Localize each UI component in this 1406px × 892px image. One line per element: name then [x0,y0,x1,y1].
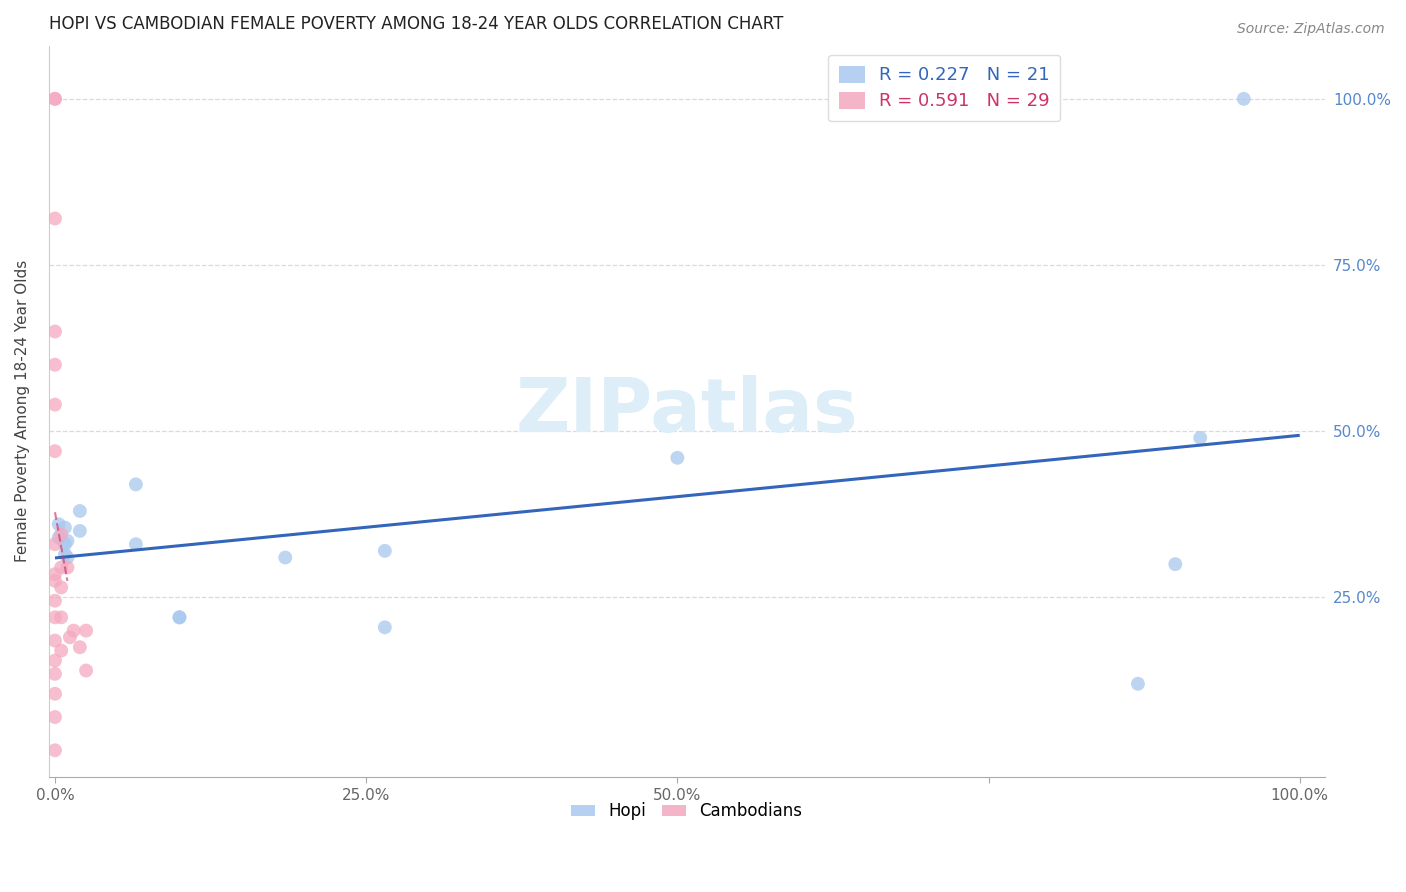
Point [1233,92,1256,106]
Text: Source: ZipAtlas.com: Source: ZipAtlas.com [1237,22,1385,37]
Legend: Hopi, Cambodians: Hopi, Cambodians [565,796,808,827]
Point [51,581,73,595]
Point [125,477,148,491]
Point [51,610,73,624]
Point [44,654,66,668]
Point [44,687,66,701]
Point [1126,677,1149,691]
Point [44,211,66,226]
Point [44,444,66,458]
Point [44,710,66,724]
Point [44,666,66,681]
Point [44,537,66,551]
Point [44,92,66,106]
Point [1189,431,1212,445]
Point [44,325,66,339]
Y-axis label: Female Poverty Among 18-24 Year Olds: Female Poverty Among 18-24 Year Olds [15,260,30,562]
Point [51,527,73,541]
Point [169,610,191,624]
Point [56,550,79,565]
Point [44,633,66,648]
Point [125,537,148,551]
Point [59,630,82,644]
Point [44,593,66,607]
Point [44,574,66,588]
Point [51,560,73,574]
Point [44,567,66,582]
Point [169,610,191,624]
Point [69,524,91,538]
Point [44,358,66,372]
Point [53,547,76,561]
Point [53,520,76,534]
Point [69,504,91,518]
Point [51,643,73,657]
Point [44,92,66,106]
Point [374,544,396,558]
Point [75,664,97,678]
Point [48,517,70,532]
Point [1164,557,1187,571]
Point [274,550,297,565]
Point [69,640,91,655]
Point [374,620,396,634]
Point [666,450,689,465]
Point [44,398,66,412]
Text: HOPI VS CAMBODIAN FEMALE POVERTY AMONG 18-24 YEAR OLDS CORRELATION CHART: HOPI VS CAMBODIAN FEMALE POVERTY AMONG 1… [49,15,783,33]
Point [53,537,76,551]
Point [62,624,84,638]
Point [44,610,66,624]
Point [48,531,70,545]
Point [56,560,79,574]
Point [56,533,79,548]
Point [75,624,97,638]
Point [44,743,66,757]
Text: ZIPatlas: ZIPatlas [516,375,858,448]
